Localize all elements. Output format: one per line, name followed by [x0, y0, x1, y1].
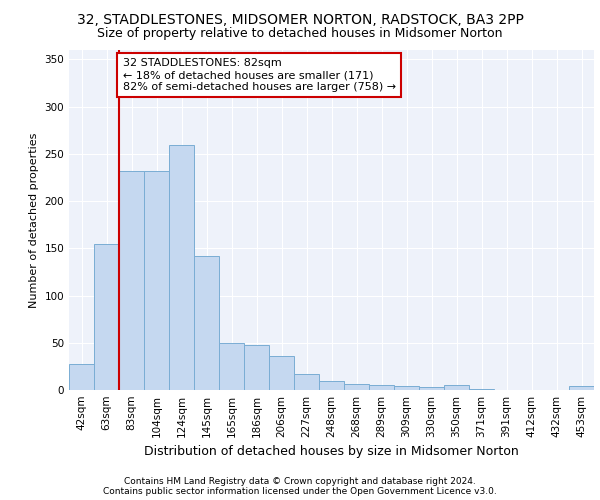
Bar — [294, 374, 319, 390]
Bar — [269, 356, 294, 390]
Y-axis label: Number of detached properties: Number of detached properties — [29, 132, 39, 308]
Bar — [394, 386, 419, 390]
Bar — [144, 171, 169, 390]
Bar — [94, 244, 119, 390]
Bar — [369, 386, 394, 390]
Bar — [169, 146, 194, 390]
Bar — [419, 387, 444, 390]
Text: Contains public sector information licensed under the Open Government Licence v3: Contains public sector information licen… — [103, 487, 497, 496]
Text: Size of property relative to detached houses in Midsomer Norton: Size of property relative to detached ho… — [97, 28, 503, 40]
Bar — [344, 384, 369, 390]
Text: Contains HM Land Registry data © Crown copyright and database right 2024.: Contains HM Land Registry data © Crown c… — [124, 478, 476, 486]
Text: 32 STADDLESTONES: 82sqm
← 18% of detached houses are smaller (171)
82% of semi-d: 32 STADDLESTONES: 82sqm ← 18% of detache… — [123, 58, 396, 92]
Text: 32, STADDLESTONES, MIDSOMER NORTON, RADSTOCK, BA3 2PP: 32, STADDLESTONES, MIDSOMER NORTON, RADS… — [77, 12, 523, 26]
Bar — [194, 256, 219, 390]
Bar — [119, 171, 144, 390]
Bar — [319, 380, 344, 390]
Bar — [444, 386, 469, 390]
Bar — [219, 343, 244, 390]
Bar — [244, 344, 269, 390]
Bar — [469, 389, 494, 390]
X-axis label: Distribution of detached houses by size in Midsomer Norton: Distribution of detached houses by size … — [144, 446, 519, 458]
Bar — [569, 386, 594, 390]
Bar — [69, 364, 94, 390]
